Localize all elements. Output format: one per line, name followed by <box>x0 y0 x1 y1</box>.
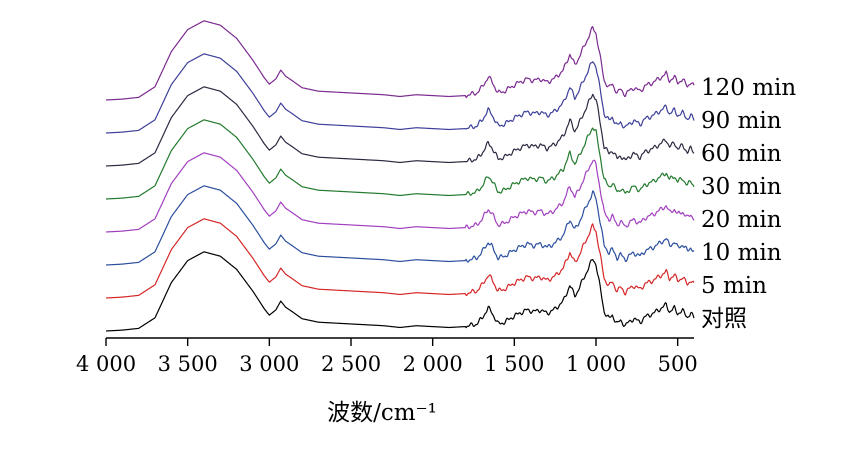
x-tick-label-3: 2 500 <box>321 352 381 376</box>
x-tick-label-5: 1 500 <box>484 352 544 376</box>
series-curves <box>105 20 695 332</box>
series-label-6: 90 min <box>701 108 782 134</box>
x-tick-label-1: 3 500 <box>158 352 218 376</box>
series-label-2: 10 min <box>701 240 782 266</box>
series-label-0: 对照 <box>701 306 747 332</box>
series-label-4: 30 min <box>701 174 782 200</box>
series-curve-6 <box>105 53 695 134</box>
x-tick-label-6: 1 000 <box>566 352 626 376</box>
x-tick-label-0: 4 000 <box>76 352 136 376</box>
series-curve-5 <box>105 86 695 167</box>
series-curve-7 <box>105 20 695 101</box>
series-label-7: 120 min <box>701 75 796 101</box>
x-tick-label-2: 3 000 <box>239 352 299 376</box>
x-axis-title: 波数/cm⁻¹ <box>327 400 437 426</box>
series-curve-0 <box>105 251 695 332</box>
series-label-3: 20 min <box>701 207 782 233</box>
x-tick-label-4: 2 000 <box>403 352 463 376</box>
series-curve-3 <box>105 152 695 233</box>
series-curve-2 <box>105 185 695 266</box>
series-labels: 对照 5 min 10 min 20 min 30 min 60 min 90 min 120… <box>701 75 796 332</box>
series-curve-1 <box>105 218 695 299</box>
x-tick-label-7: 500 <box>658 352 698 376</box>
series-curve-4 <box>105 119 695 200</box>
x-axis-ticks: 4 000 3 500 3 000 2 500 2 000 1 500 1 000 500 <box>76 338 698 376</box>
series-label-5: 60 min <box>701 141 782 167</box>
series-label-1: 5 min <box>701 273 767 299</box>
x-axis: 4 000 3 500 3 000 2 500 2 000 1 500 1 000 500 <box>76 337 698 376</box>
